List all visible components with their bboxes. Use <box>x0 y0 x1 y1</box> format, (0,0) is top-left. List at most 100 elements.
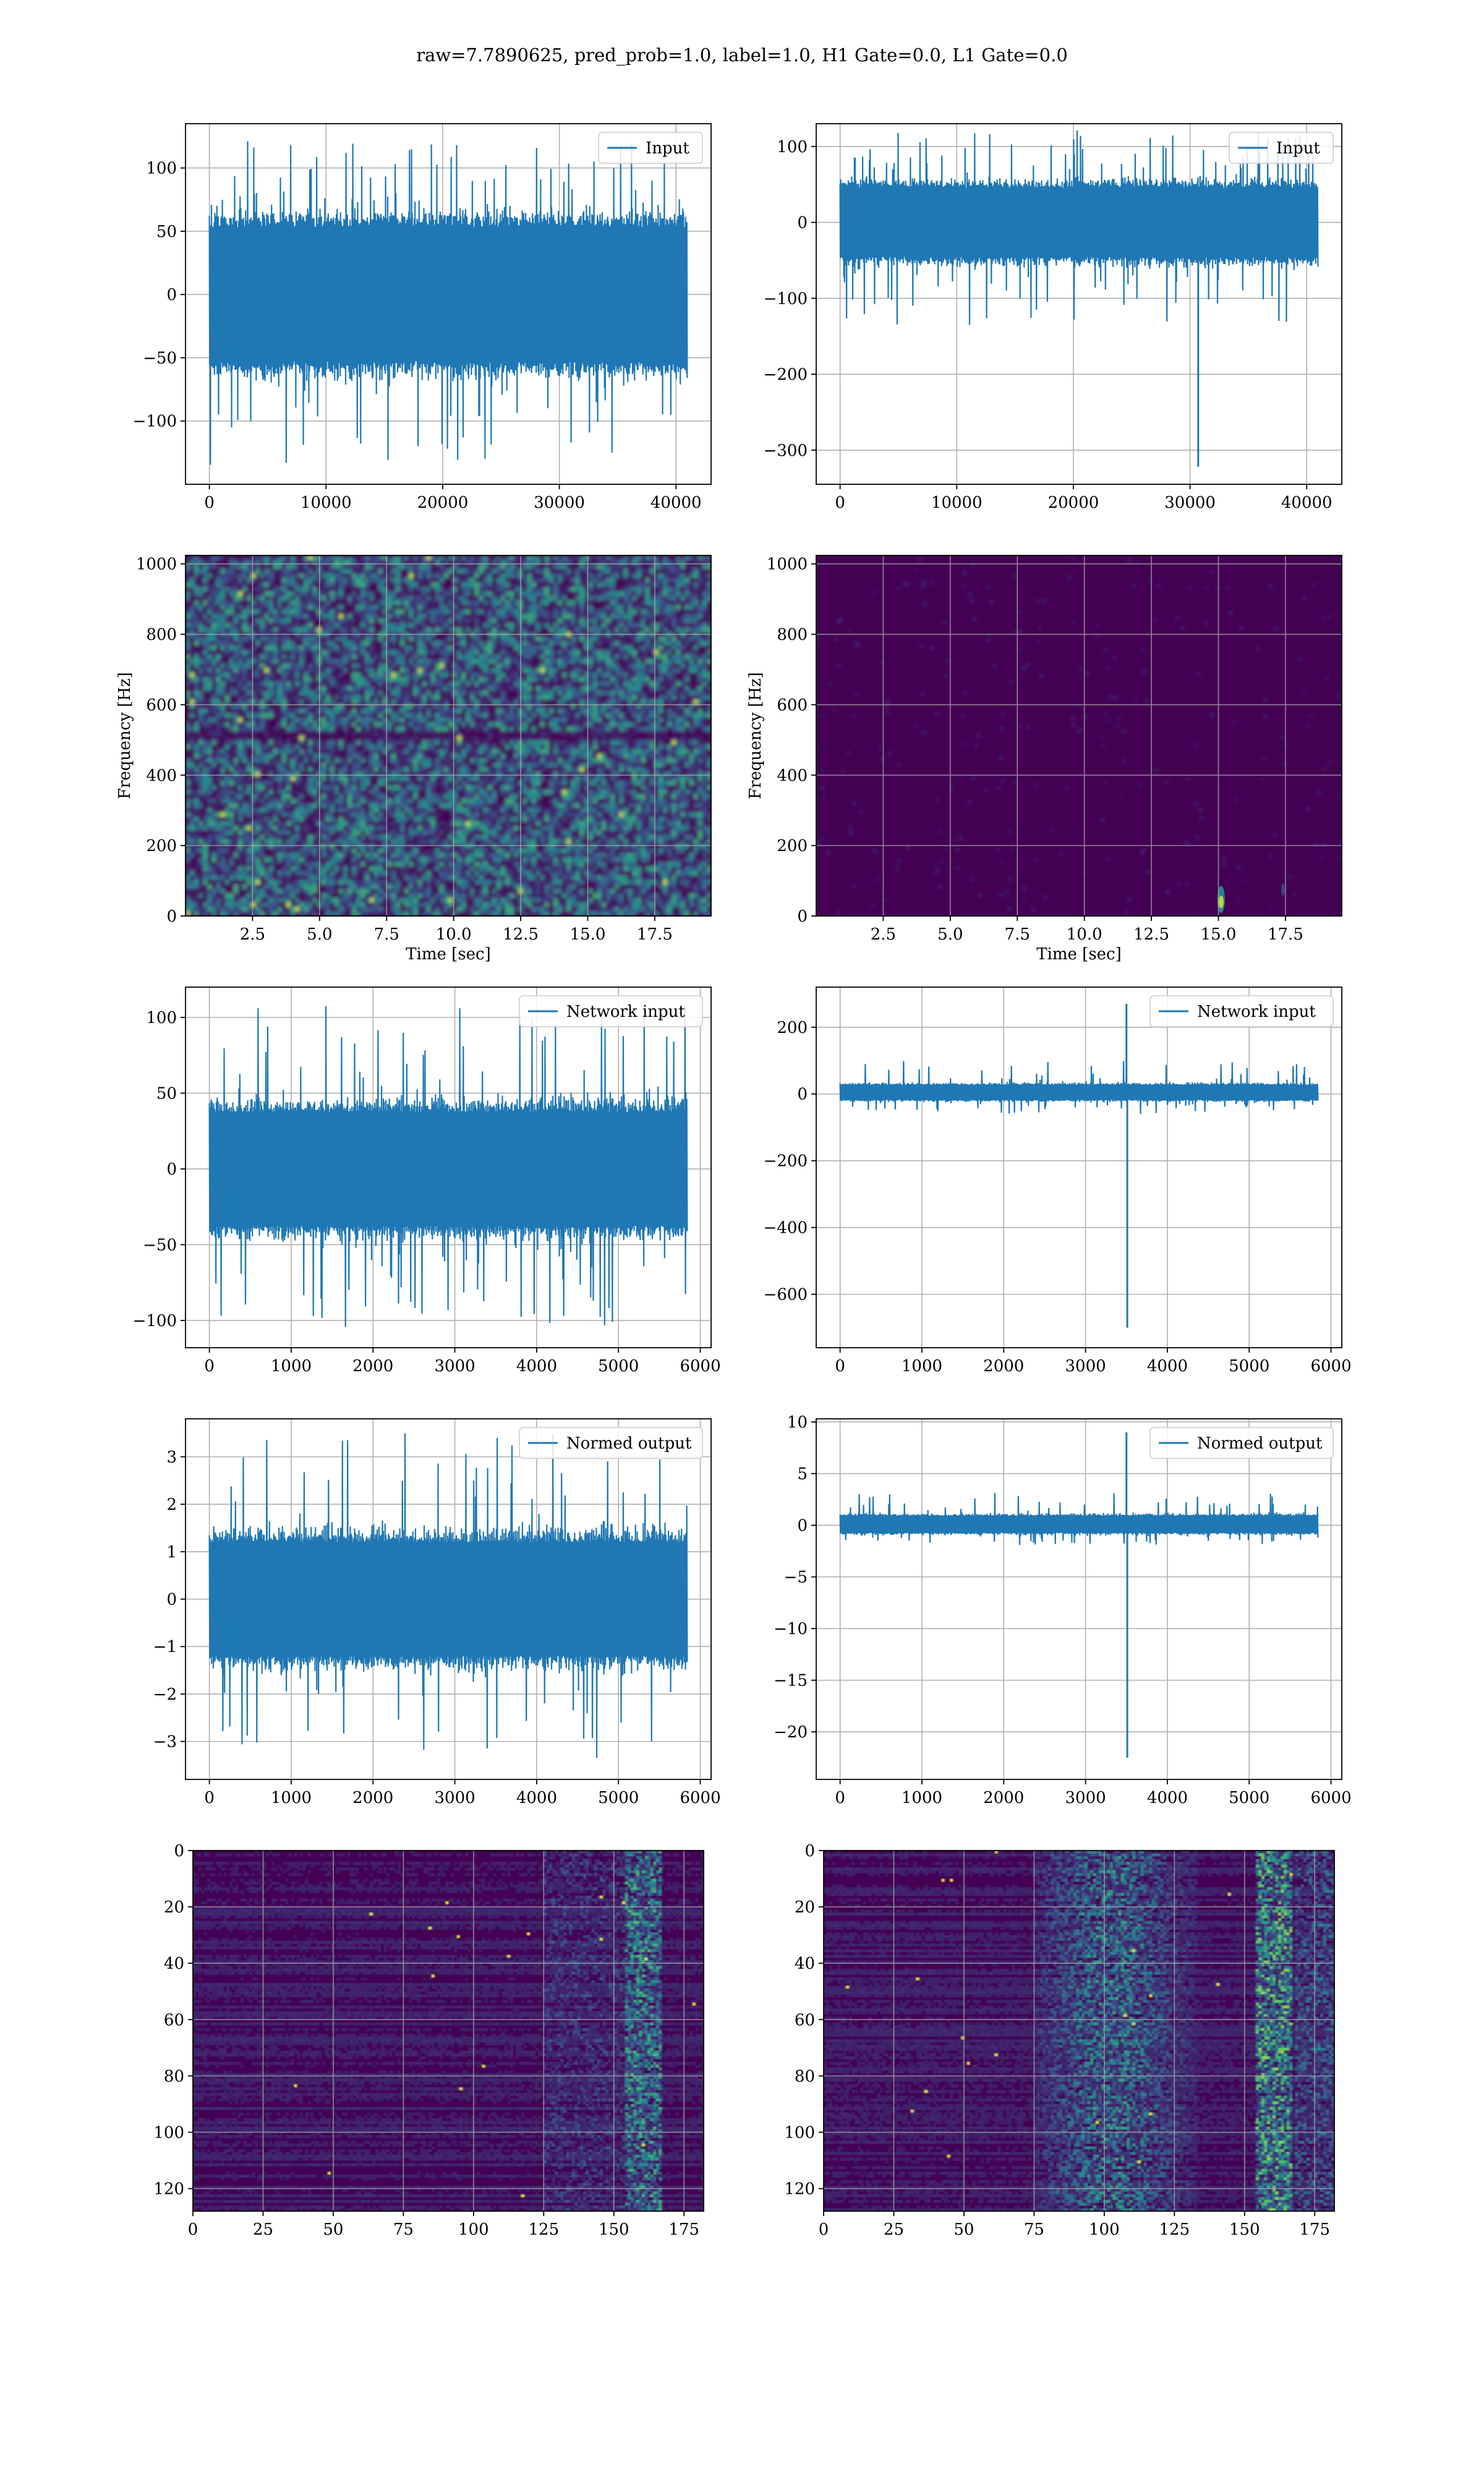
feature-map-l1-y-tick-label: 80 <box>795 2067 815 2086</box>
network-input-l1-x-tick-label: 0 <box>835 1357 845 1376</box>
input-l1-x-tick-label: 40000 <box>1281 494 1333 512</box>
normed-output-l1-grid <box>816 1419 1342 1779</box>
network-input-h1-y-tick-label: 100 <box>146 1009 177 1027</box>
feature-map-l1-y-tick-label: 40 <box>795 1954 815 1973</box>
panel-spectrogram-l1: 2.5 5.0 7.5 10.0 12.5 15.0 17.5 0 200 400 600 800 10… <box>746 555 1342 964</box>
feature-map-h1-y-tick-label: 120 <box>153 2180 184 2199</box>
feature-map-l1-x-tick-label: 175 <box>1299 2220 1330 2239</box>
feature-map-l1-y-tick-label: 100 <box>784 2123 815 2142</box>
spectrogram-l1-x-tick-label: 15.0 <box>1201 925 1237 944</box>
normed-output-l1-x-tick-label: 4000 <box>1147 1789 1188 1807</box>
feature-map-h1-x-tick-label: 150 <box>599 2220 629 2239</box>
input-h1-x-tick-label: 0 <box>204 494 215 512</box>
normed-output-l1-y-tick-label: −20 <box>774 1723 808 1742</box>
normed-output-h1-x-tick-label: 4000 <box>516 1789 557 1807</box>
network-input-l1-series <box>839 1061 1319 1115</box>
normed-output-h1-x-tick-label: 2000 <box>352 1789 393 1807</box>
input-l1-y-tick-label: 0 <box>797 214 808 233</box>
spectrogram-h1-frame <box>185 555 712 917</box>
feature-map-h1-x-ticks: 0 25 50 75 100 125 150 175 <box>188 2211 699 2239</box>
spectrogram-l1-x-ticks: 2.5 5.0 7.5 10.0 12.5 15.0 17.5 <box>871 916 1303 944</box>
input-h1-y-tick-label: −50 <box>143 349 177 367</box>
normed-output-l1-frame <box>816 1418 1342 1780</box>
normed-output-l1-y-tick-label: 10 <box>787 1413 808 1432</box>
input-h1-x-tick-label: 40000 <box>650 494 702 512</box>
network-input-l1-legend: Network input <box>1149 995 1334 1027</box>
spectrogram-l1-x-tick-label: 2.5 <box>871 925 896 944</box>
normed-output-h1-x-tick-label: 3000 <box>434 1789 475 1807</box>
feature-map-l1-x-ticks: 0 25 50 75 100 125 150 175 <box>819 2211 1330 2239</box>
spectrogram-h1-x-tick-label: 12.5 <box>503 925 539 944</box>
network-input-l1-x-tick-label: 4000 <box>1147 1357 1188 1376</box>
panel-normed-output-h1: 0 1000 2000 3000 4000 5000 6000 −3 −2 −1 0 1 2 3 Norme… <box>153 1418 721 1807</box>
normed-output-h1-y-tick-label: 2 <box>166 1496 177 1514</box>
network-input-l1-y-tick-label: −400 <box>764 1219 808 1238</box>
feature-map-h1-image <box>193 1851 704 2211</box>
network-input-h1-frame <box>185 987 712 1348</box>
feature-map-l1-x-tick-label: 0 <box>819 2220 829 2239</box>
input-h1-legend-label: Input <box>646 139 689 158</box>
network-input-h1-x-tick-label: 0 <box>204 1357 215 1376</box>
spectrogram-h1-y-label: Frequency [Hz] <box>116 672 134 800</box>
spectrogram-l1-y-tick-label: 1000 <box>767 555 808 574</box>
network-input-h1-y-ticks: −100 −50 0 50 100 <box>133 1009 186 1330</box>
normed-output-h1-y-tick-label: 0 <box>166 1591 177 1609</box>
feature-map-l1-y-tick-label: 60 <box>795 2011 815 2029</box>
input-l1-x-ticks: 0 10000 20000 30000 40000 <box>835 484 1333 512</box>
normed-output-l1-x-tick-label: 2000 <box>983 1789 1024 1807</box>
network-input-l1-legend-label: Network input <box>1197 1003 1316 1021</box>
feature-map-l1-x-tick-label: 25 <box>884 2220 904 2239</box>
input-l1-y-tick-label: −100 <box>764 289 808 308</box>
input-h1-x-tick-label: 30000 <box>534 494 585 512</box>
normed-output-l1-y-tick-label: 0 <box>797 1517 808 1535</box>
network-input-l1-x-tick-label: 6000 <box>1310 1357 1351 1376</box>
network-input-l1-x-tick-label: 1000 <box>902 1357 942 1376</box>
input-l1-x-tick-label: 30000 <box>1164 494 1216 512</box>
normed-output-l1-y-tick-label: 5 <box>797 1465 808 1484</box>
normed-output-h1-legend: Normed output <box>519 1427 703 1459</box>
network-input-l1-x-tick-label: 3000 <box>1065 1357 1106 1376</box>
normed-output-h1-y-tick-label: 1 <box>166 1543 177 1562</box>
normed-output-l1-x-ticks: 0 1000 2000 3000 4000 5000 6000 <box>835 1779 1352 1807</box>
input-l1-frame <box>816 123 1342 485</box>
spectrogram-h1-y-tick-label: 1000 <box>136 555 177 574</box>
network-input-h1-x-tick-label: 5000 <box>598 1357 639 1376</box>
feature-map-l1-x-tick-label: 50 <box>953 2220 974 2239</box>
spectrogram-h1-x-ticks: 2.5 5.0 7.5 10.0 12.5 15.0 17.5 <box>240 916 673 944</box>
feature-map-h1-y-tick-label: 20 <box>164 1898 184 1917</box>
spectrogram-l1-y-ticks: 0 200 400 600 800 1000 <box>767 555 816 926</box>
input-l1-series <box>839 130 1319 325</box>
spectrogram-h1-y-tick-label: 800 <box>146 626 177 644</box>
normed-output-l1-x-tick-label: 6000 <box>1310 1789 1351 1807</box>
input-l1-y-tick-label: −200 <box>764 366 808 384</box>
spectrogram-l1-x-tick-label: 5.0 <box>937 925 963 944</box>
panel-spectrogram-h1: 2.5 5.0 7.5 10.0 12.5 15.0 17.5 0 200 400 600 800 10… <box>116 555 712 964</box>
normed-output-l1-y-tick-label: −15 <box>774 1672 808 1690</box>
input-h1-x-tick-label: 20000 <box>417 494 469 512</box>
spectrogram-h1-x-label: Time [sec] <box>406 945 491 964</box>
spectrogram-h1-x-tick-label: 7.5 <box>374 925 399 944</box>
feature-map-h1-y-tick-label: 80 <box>164 2067 184 2086</box>
input-h1-y-tick-label: 50 <box>156 223 177 241</box>
input-h1-frame <box>185 123 712 485</box>
spectrogram-l1-frame <box>816 555 1342 917</box>
spectrogram-l1-y-tick-label: 400 <box>777 766 808 785</box>
spectrogram-h1-grid <box>186 555 711 917</box>
spectrogram-l1-x-tick-label: 7.5 <box>1005 925 1030 944</box>
normed-output-h1-x-ticks: 0 1000 2000 3000 4000 5000 6000 <box>204 1779 721 1807</box>
normed-output-l1-y-tick-label: −5 <box>784 1569 808 1587</box>
figure-title: raw=7.7890625, pred_prob=1.0, label=1.0,… <box>0 45 1484 66</box>
feature-map-h1-x-tick-label: 25 <box>253 2220 273 2239</box>
network-input-h1-x-tick-label: 3000 <box>434 1357 475 1376</box>
network-input-l1-x-ticks: 0 1000 2000 3000 4000 5000 6000 <box>835 1348 1352 1376</box>
input-h1-legend: Input <box>598 132 703 164</box>
normed-output-h1-legend-label: Normed output <box>566 1434 692 1453</box>
panel-feature-map-h1: 0 25 50 75 100 125 150 175 0 20 40 60 80 100 120 <box>153 1842 704 2239</box>
network-input-l1-x-tick-label: 2000 <box>983 1357 1024 1376</box>
input-l1-legend-label: Input <box>1276 139 1320 158</box>
input-h1-y-ticks: −100 −50 0 50 100 <box>133 160 186 431</box>
normed-output-l1-x-tick-label: 3000 <box>1065 1789 1106 1807</box>
spectrogram-l1-y-tick-label: 0 <box>797 907 808 926</box>
feature-map-l1-x-tick-label: 75 <box>1024 2220 1044 2239</box>
feature-map-h1-x-tick-label: 125 <box>528 2220 559 2239</box>
